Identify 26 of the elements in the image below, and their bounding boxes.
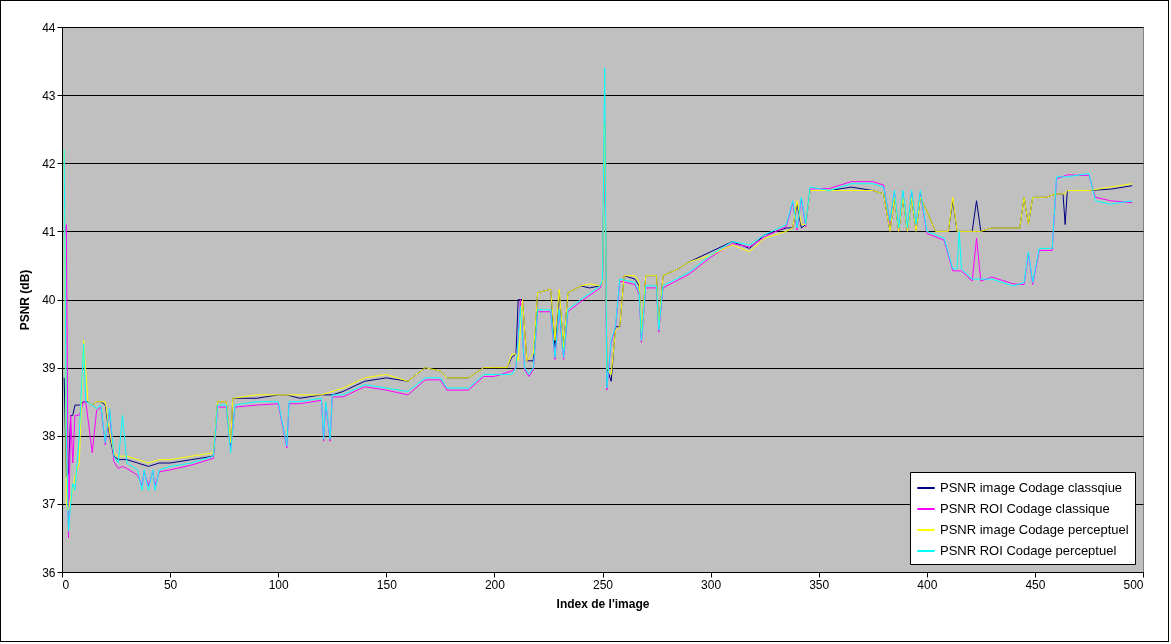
legend-label: PSNR image Codage perceptuel [940,522,1129,537]
x-tick-label: 100 [268,577,290,592]
x-tick-label: 200 [484,577,506,592]
x-tick-label: 50 [163,577,178,592]
y-tick-label: 36 [42,565,56,580]
x-tick-label: 500 [1123,577,1144,592]
legend-label: PSNR image Codage classqiue [940,480,1123,495]
x-tick-label: 0 [62,577,70,592]
y-tick-label: 41 [42,224,56,239]
x-tick-label: 350 [809,577,830,592]
y-tick-label: 44 [42,20,56,35]
x-tick-label: 300 [701,577,722,592]
x-tick-label: 150 [376,577,398,592]
x-tick-label: 450 [1025,577,1046,592]
legend-label: PSNR ROI Codage perceptuel [940,543,1117,558]
y-tick-label: 38 [42,429,56,444]
x-tick-label: 250 [592,577,614,592]
y-tick-label: 40 [42,293,56,307]
y-tick-label: 37 [42,497,56,512]
y-tick-label: 42 [42,156,56,171]
y-tick-label: 43 [42,88,56,103]
y-axis-title: PSNR (dB) [18,269,33,331]
legend-label: PSNR ROI Codage classique [940,501,1110,516]
x-axis-title: Index de l'image [556,596,650,611]
x-tick-label: 400 [917,577,938,592]
y-tick-label: 39 [42,361,56,376]
